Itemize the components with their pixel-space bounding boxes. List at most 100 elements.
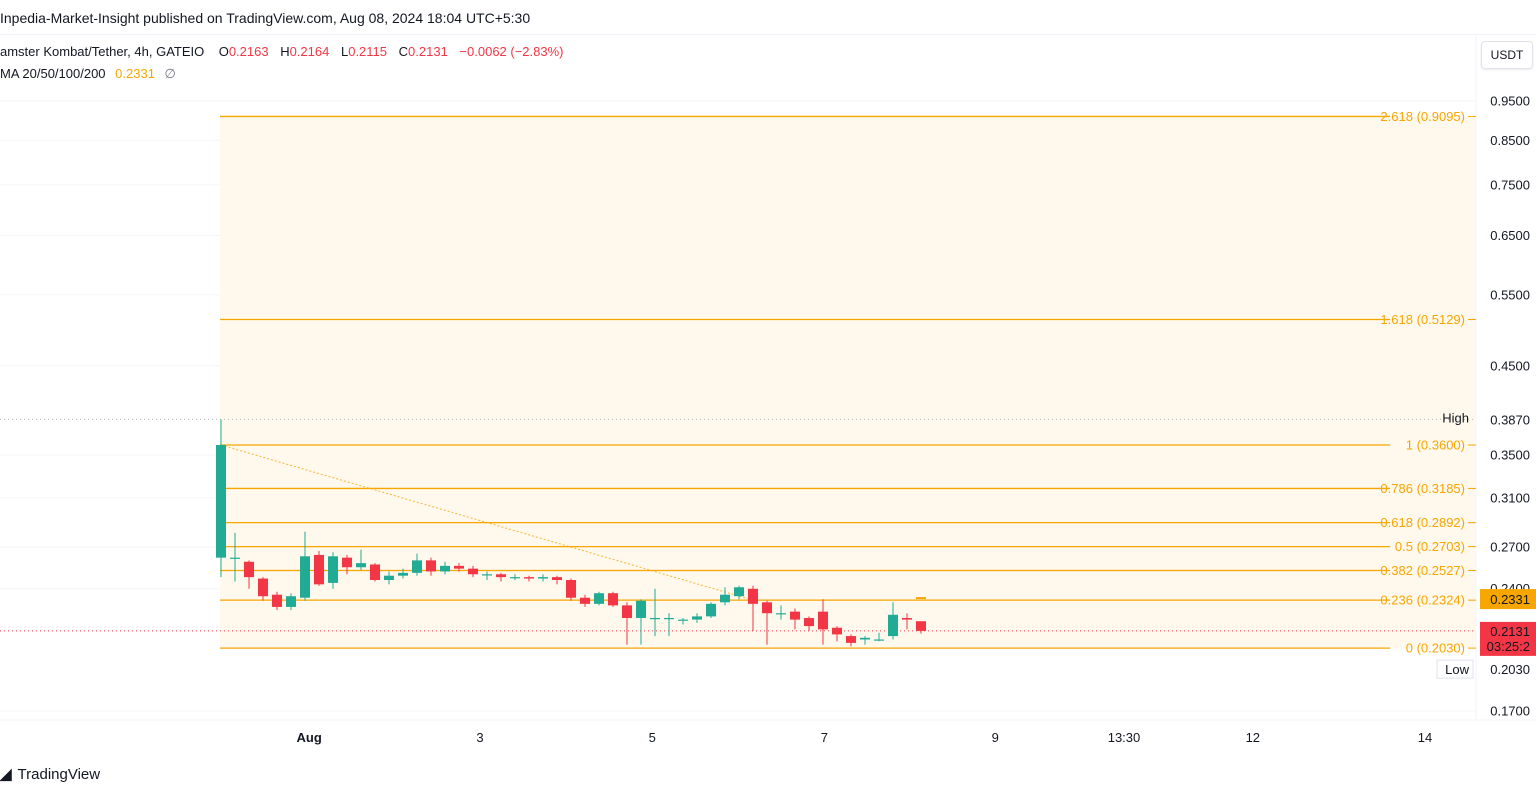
candle-body[interactable] xyxy=(608,593,618,606)
high-value-bg xyxy=(1480,410,1536,429)
currency-button[interactable]: USDT xyxy=(1481,41,1533,69)
candle-body[interactable] xyxy=(286,596,296,607)
ma-price-label-bg xyxy=(1480,589,1536,610)
candle-body[interactable] xyxy=(804,617,814,627)
time-axis-label: 5 xyxy=(649,730,656,745)
candle-body[interactable] xyxy=(846,636,856,643)
time-axis-label: 12 xyxy=(1246,730,1260,745)
tradingview-logo-icon: ◢ xyxy=(0,766,12,783)
fib-level-label: 0.618 (0.2892) xyxy=(1380,515,1465,530)
candle-body[interactable] xyxy=(426,560,436,572)
candle-body[interactable] xyxy=(524,577,534,579)
symbol-legend[interactable]: amster Kombat/Tether, 4h, GATEIO O0.2163… xyxy=(0,44,572,59)
candle-body[interactable] xyxy=(258,578,268,597)
candle-body[interactable] xyxy=(874,639,884,641)
candle-body[interactable] xyxy=(566,579,576,598)
fib-level-label: 0.382 (0.2527) xyxy=(1380,563,1465,578)
price-axis-label: 0.4500 xyxy=(1490,358,1530,373)
ma-price-label: 0.2331 xyxy=(1490,592,1530,607)
candle-body[interactable] xyxy=(272,594,282,607)
candle-body[interactable] xyxy=(860,637,870,640)
candle-body[interactable] xyxy=(776,613,786,615)
price-axis-label: 0.1700 xyxy=(1490,704,1530,719)
tradingview-logo[interactable]: ◢ TradingView xyxy=(0,765,101,784)
candle-body[interactable] xyxy=(370,564,380,580)
high-label: H xyxy=(280,44,290,59)
candle-body[interactable] xyxy=(902,617,912,620)
ma-indicator-value: 0.2331 xyxy=(115,66,155,81)
ma-empty-icon: ∅ xyxy=(164,66,176,81)
low-label-box xyxy=(1436,659,1474,679)
price-axis-label: 0.9500 xyxy=(1490,94,1530,109)
last-price-label: 0.2131 xyxy=(1490,624,1530,639)
candle-body[interactable] xyxy=(734,587,744,597)
price-axis-label: 0.7500 xyxy=(1490,177,1530,192)
low-value: 0.2115 xyxy=(348,44,388,59)
price-axis-label: 0.3100 xyxy=(1490,491,1530,506)
candle-body[interactable] xyxy=(622,605,632,618)
candle-body[interactable] xyxy=(440,565,450,572)
symbol-name[interactable]: amster Kombat/Tether, 4h, GATEIO xyxy=(0,44,205,59)
publish-attribution: Inpedia-Market-Insight published on Trad… xyxy=(0,10,531,26)
candle-body[interactable] xyxy=(230,557,240,559)
high-value: 0.3870 xyxy=(1490,412,1530,427)
candle-body[interactable] xyxy=(356,563,366,568)
candle-body[interactable] xyxy=(580,597,590,604)
candle-body[interactable] xyxy=(300,556,310,598)
high-value: 0.2164 xyxy=(289,44,330,59)
candle-body[interactable] xyxy=(762,602,772,614)
candle-body[interactable] xyxy=(594,593,604,604)
candle-body[interactable] xyxy=(496,574,506,578)
price-axis-label: 0.2700 xyxy=(1490,539,1530,554)
candle-body[interactable] xyxy=(454,565,464,569)
fib-level-label: 2.618 (0.9095) xyxy=(1380,109,1465,124)
candle-body[interactable] xyxy=(706,603,716,617)
candle-body[interactable] xyxy=(748,588,758,604)
candle-body[interactable] xyxy=(342,557,352,568)
open-value: 0.2163 xyxy=(228,44,269,59)
close-label: C xyxy=(398,44,409,59)
candle-body[interactable] xyxy=(398,572,408,576)
time-axis-label: 13:30 xyxy=(1108,730,1141,745)
fib-trend-line[interactable] xyxy=(220,444,754,601)
time-axis-label: 7 xyxy=(821,730,828,745)
candle-body[interactable] xyxy=(916,621,926,631)
candle-body[interactable] xyxy=(412,560,422,573)
candle-body[interactable] xyxy=(636,600,646,618)
tradingview-brand: TradingView xyxy=(17,765,101,783)
candle-body[interactable] xyxy=(832,627,842,635)
fib-level-label: 0 (0.2030) xyxy=(1406,641,1465,656)
candle-body[interactable] xyxy=(314,554,324,585)
fib-level-label: 1.618 (0.5129) xyxy=(1380,312,1465,327)
candle-body[interactable] xyxy=(720,594,730,603)
time-axis-label: Aug xyxy=(297,730,322,745)
candle-body[interactable] xyxy=(818,611,828,630)
price-axis-label: 0.3500 xyxy=(1490,447,1530,462)
header-divider xyxy=(0,34,1536,35)
candle-body[interactable] xyxy=(678,619,688,621)
candle-body[interactable] xyxy=(384,575,394,580)
candle-body[interactable] xyxy=(790,611,800,620)
candle-body[interactable] xyxy=(664,617,674,620)
candle-body[interactable] xyxy=(244,561,254,578)
ma-indicator-label[interactable]: MA 20/50/100/200 xyxy=(0,66,106,81)
candle-body[interactable] xyxy=(650,617,660,620)
candle-body[interactable] xyxy=(692,616,702,620)
candle-body[interactable] xyxy=(552,577,562,580)
candle-body[interactable] xyxy=(538,577,548,579)
last-price-label-bg xyxy=(1480,621,1536,656)
change-value: −0.0062 (−2.83%) xyxy=(459,44,564,59)
candle-body[interactable] xyxy=(510,577,520,579)
low-label: Low xyxy=(1445,662,1469,677)
fib-level-label: 1 (0.3600) xyxy=(1406,438,1465,453)
candle-body[interactable] xyxy=(888,614,898,637)
candle-body[interactable] xyxy=(468,568,478,575)
high-label: High xyxy=(1442,410,1469,425)
price-chart[interactable]: 2.618 (0.9095) 1.618 (0.5129) 1 (0.3600) 0.… xyxy=(0,0,1536,760)
candle-body[interactable] xyxy=(482,574,492,576)
candle-body[interactable] xyxy=(328,556,338,583)
candle-body[interactable] xyxy=(216,445,226,558)
price-axis-label: 0.8500 xyxy=(1490,133,1530,148)
time-axis-label: 3 xyxy=(476,730,483,745)
indicator-legend[interactable]: MA 20/50/100/200 0.2331 ∅ xyxy=(0,66,176,82)
